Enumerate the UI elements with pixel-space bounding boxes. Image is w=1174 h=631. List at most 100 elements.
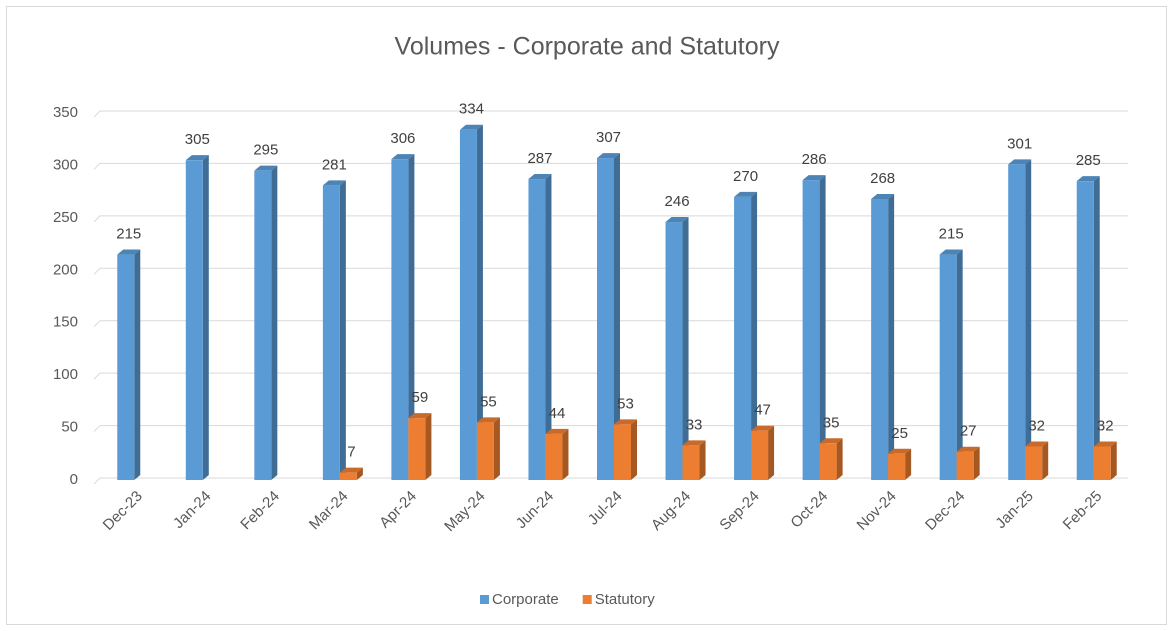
bar <box>802 175 826 480</box>
chart-title: Volumes - Corporate and Statutory <box>395 33 780 61</box>
bar <box>339 467 363 480</box>
grid-line <box>93 320 1128 328</box>
data-label: 215 <box>116 226 141 243</box>
data-label: 35 <box>823 414 840 431</box>
bar <box>1076 176 1100 480</box>
bar <box>665 217 689 480</box>
bar-front <box>391 159 409 480</box>
bar-side <box>493 417 500 480</box>
data-label: 270 <box>733 168 758 185</box>
bar-top <box>1093 441 1117 447</box>
bar-side <box>1025 159 1032 480</box>
bar-front <box>871 198 889 481</box>
bar-side <box>1110 441 1117 480</box>
bar-side <box>356 467 363 480</box>
y-tick-label: 100 <box>53 366 78 383</box>
bar-front <box>819 443 837 480</box>
data-label: 33 <box>686 416 703 433</box>
bar <box>682 440 706 480</box>
bar <box>528 174 552 480</box>
data-label: 25 <box>891 425 908 442</box>
bar-front <box>682 445 700 480</box>
bar <box>956 446 980 480</box>
bar-side <box>973 446 980 480</box>
bar-front <box>545 433 563 480</box>
bar-front <box>339 472 357 480</box>
bar-front <box>956 451 974 480</box>
data-label: 305 <box>185 131 210 148</box>
bar <box>459 124 483 480</box>
bar-front <box>117 254 135 480</box>
data-label: 55 <box>480 393 497 410</box>
data-label: 287 <box>527 150 552 167</box>
bar-front <box>1093 446 1111 480</box>
bar-top <box>476 417 500 423</box>
bar <box>545 428 569 480</box>
bar-side <box>905 448 912 480</box>
bar-front <box>665 222 683 480</box>
bar <box>819 438 843 480</box>
bar-front <box>322 185 340 480</box>
bar <box>408 413 432 480</box>
bar <box>1093 441 1117 480</box>
bar-side <box>562 428 569 480</box>
y-tick-label: 0 <box>70 471 78 488</box>
bar-side <box>271 165 278 480</box>
bar-side <box>751 191 758 480</box>
data-label: 246 <box>665 193 690 210</box>
bar-front <box>751 430 769 480</box>
bar-side <box>819 175 826 480</box>
bar-side <box>956 249 963 480</box>
bar-top <box>734 191 758 197</box>
bar-top <box>185 155 209 161</box>
bar-side <box>614 153 620 481</box>
bar-top <box>408 413 432 419</box>
bar <box>322 180 346 480</box>
y-tick-label: 150 <box>53 314 78 331</box>
data-label: 27 <box>960 423 977 440</box>
bar-front <box>802 180 820 480</box>
bar-front <box>1076 181 1094 480</box>
grid-line <box>93 267 1128 275</box>
bar-side <box>425 413 432 480</box>
bar-top <box>391 154 415 160</box>
bar-front <box>597 158 614 481</box>
bar-side <box>545 174 552 480</box>
bar-top <box>751 425 775 431</box>
grid-line <box>93 162 1128 170</box>
bar-front <box>734 196 752 480</box>
bar-front <box>408 418 426 480</box>
bar-top <box>459 124 483 130</box>
bar <box>254 165 278 480</box>
bar-top <box>1025 441 1049 447</box>
grid-line <box>93 215 1128 223</box>
bar-front <box>1008 164 1026 480</box>
bar-top <box>665 217 689 223</box>
data-label: 307 <box>596 129 621 146</box>
grid-line <box>93 372 1128 380</box>
bar-side <box>134 249 141 480</box>
bar <box>597 153 620 481</box>
data-label: 334 <box>459 101 484 118</box>
bar-side <box>768 425 775 480</box>
bar-top <box>802 175 826 181</box>
grid-line <box>93 477 1128 485</box>
grid-line <box>93 110 1128 118</box>
bar-top <box>545 428 569 434</box>
bar <box>476 417 500 480</box>
bar-front <box>459 129 477 480</box>
bar <box>185 155 209 480</box>
bar-front <box>254 170 272 480</box>
bar-front <box>528 179 546 480</box>
data-label: 268 <box>870 170 895 187</box>
bar-top <box>322 180 346 186</box>
bar-side <box>631 419 637 480</box>
bar-side <box>699 440 706 480</box>
bar <box>734 191 758 480</box>
bar-side <box>202 155 209 480</box>
bar-top <box>871 193 895 199</box>
data-label: 215 <box>939 226 964 243</box>
bar <box>871 193 895 481</box>
